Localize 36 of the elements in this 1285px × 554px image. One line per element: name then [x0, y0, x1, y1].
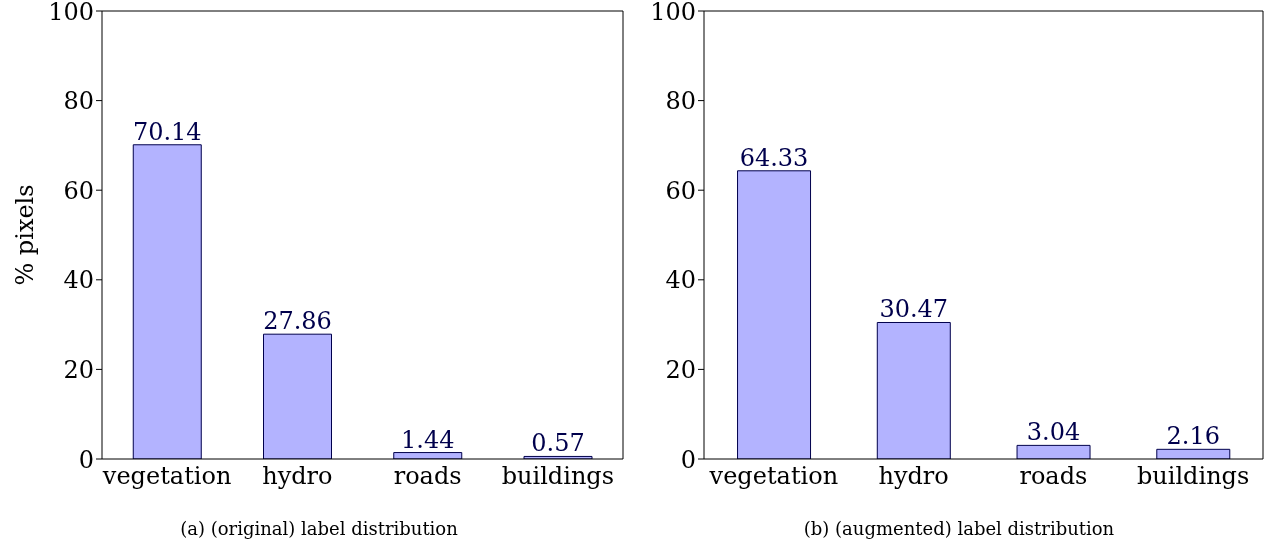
data-label: 70.14 — [132, 117, 202, 146]
x-tick-label: roads — [393, 462, 462, 491]
text: (b) (augmented) label distribution — [802, 518, 1116, 539]
y-tick-label: 0 — [680, 445, 696, 474]
bar — [263, 333, 333, 459]
y-tick-label: 80 — [665, 87, 696, 116]
y-tick-label: 20 — [665, 355, 696, 384]
bar — [132, 144, 202, 459]
x-tick-label: roads — [1019, 462, 1088, 491]
bar — [737, 170, 812, 459]
y-tick-label: 100 — [48, 0, 94, 26]
x-tick-label: hydro — [262, 462, 333, 491]
x-tick-label: vegetation — [708, 462, 839, 491]
y-tick-label: 40 — [665, 266, 696, 295]
data-label: 2.16 — [1166, 422, 1221, 451]
data-label: 27.86 — [263, 307, 332, 336]
y-tick-label: 40 — [63, 266, 94, 295]
y-tick-label: 20 — [63, 355, 94, 384]
x-tick-label: vegetation — [101, 462, 232, 491]
text: (a) (original) label distribution — [179, 518, 459, 539]
bar — [876, 321, 951, 459]
y-tick-label: 60 — [665, 176, 696, 205]
y-tick-label: 60 — [63, 176, 94, 205]
data-label: 3.04 — [1026, 418, 1081, 447]
data-label: 0.57 — [531, 429, 585, 458]
x-tick-label: hydro — [878, 462, 949, 491]
x-tick-label: buildings — [1136, 462, 1250, 491]
data-label: 64.33 — [739, 143, 809, 172]
bar — [1016, 444, 1091, 459]
y-axis-title: % pixels — [10, 184, 39, 286]
data-label: 30.47 — [879, 295, 949, 324]
y-tick-label: 100 — [650, 0, 696, 26]
y-tick-label: 0 — [78, 445, 94, 474]
y-tick-label: 80 — [63, 87, 94, 116]
x-tick-label: buildings — [501, 462, 615, 491]
data-label: 1.44 — [401, 425, 455, 454]
